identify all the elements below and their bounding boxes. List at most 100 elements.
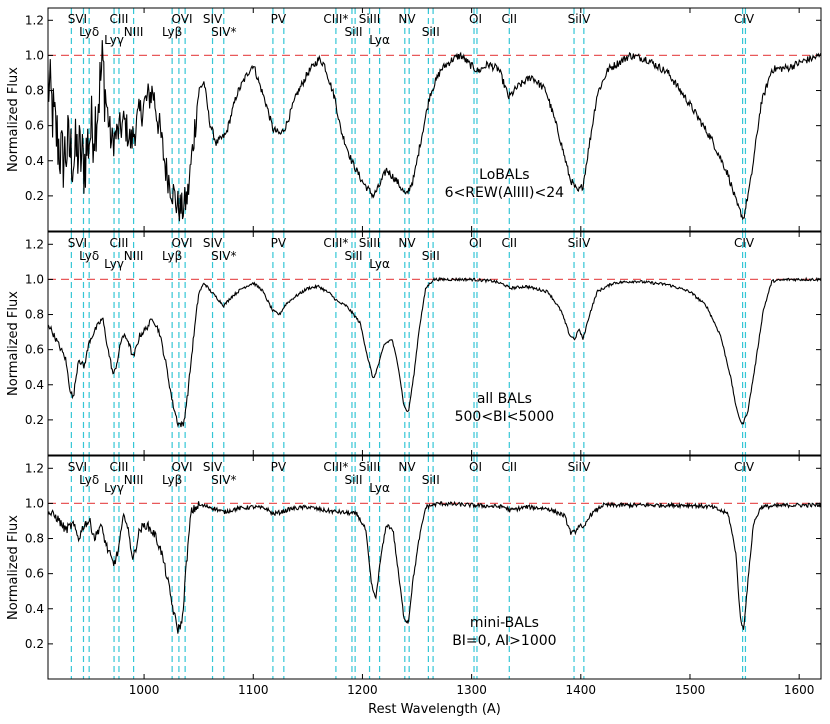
line-label: CII bbox=[502, 460, 517, 474]
x-axis-title: Rest Wavelength (A) bbox=[368, 702, 501, 717]
line-label: SiII bbox=[345, 249, 363, 263]
line-label: Lyδ bbox=[79, 25, 99, 39]
plot-frame bbox=[47, 455, 822, 680]
line-label: PV bbox=[271, 236, 287, 250]
line-label: CIII* bbox=[323, 460, 348, 474]
x-tick-label: 1500 bbox=[675, 683, 706, 697]
line-label: CII bbox=[502, 12, 517, 26]
line-label: PV bbox=[271, 460, 287, 474]
line-label: Lyα bbox=[369, 481, 390, 495]
panel-label: mini-BALs bbox=[470, 615, 539, 631]
line-label: NV bbox=[398, 12, 416, 26]
line-label: Lyβ bbox=[162, 473, 182, 487]
panel-3: 0.2 0.4 0.6 0.8 1.0 1.2 1000 1100 1200 1300 1400 15… bbox=[6, 455, 822, 697]
line-label: SiIV bbox=[568, 12, 591, 26]
x-tick-label: 1200 bbox=[347, 683, 378, 697]
line-label: SiII bbox=[345, 25, 363, 39]
line-label: Lyγ bbox=[104, 33, 124, 47]
x-tick-label: 1600 bbox=[784, 683, 815, 697]
y-tick-label: 1.0 bbox=[25, 496, 44, 510]
spectrum-line bbox=[48, 500, 821, 634]
line-label: NIII bbox=[124, 25, 144, 39]
line-label: Lyγ bbox=[104, 481, 124, 495]
line-label: CIII bbox=[109, 460, 128, 474]
line-label: SiIII bbox=[359, 12, 381, 26]
line-label: SIV* bbox=[211, 473, 236, 487]
plot-frame bbox=[47, 231, 822, 456]
line-label: CIII* bbox=[323, 12, 348, 26]
line-label: CIV bbox=[734, 12, 755, 26]
line-label: CII bbox=[502, 236, 517, 250]
panel-label: all BALs bbox=[477, 391, 532, 407]
y-tick-label: 0.4 bbox=[25, 378, 44, 392]
line-label: Lyα bbox=[369, 33, 390, 47]
line-markers bbox=[70, 8, 747, 231]
line-label: Lyβ bbox=[162, 25, 182, 39]
line-label: OVI bbox=[172, 460, 193, 474]
line-label: OI bbox=[469, 236, 482, 250]
line-label: SIV* bbox=[211, 25, 236, 39]
line-label: CIII bbox=[109, 236, 128, 250]
line-markers bbox=[70, 456, 747, 679]
line-markers bbox=[70, 232, 747, 455]
x-tick-label: 1300 bbox=[456, 683, 487, 697]
y-tick-label: 0.6 bbox=[25, 567, 44, 581]
line-label: SiIII bbox=[359, 460, 381, 474]
line-label: CIII bbox=[109, 12, 128, 26]
line-label: Lyβ bbox=[162, 249, 182, 263]
y-tick-label: 1.0 bbox=[25, 48, 44, 62]
panel-sublabel: 6<REW(AlIII)<24 bbox=[445, 185, 564, 201]
y-axis-title: Normalized Flux bbox=[6, 67, 21, 172]
x-tick-label: 1100 bbox=[238, 683, 269, 697]
plot-frame bbox=[47, 7, 822, 232]
line-label: SiIV bbox=[568, 236, 591, 250]
x-tick-label: 1400 bbox=[566, 683, 597, 697]
line-label: NIII bbox=[124, 249, 144, 263]
spectrum-line bbox=[48, 276, 821, 428]
line-label: CIV bbox=[734, 236, 755, 250]
line-label: NV bbox=[398, 460, 416, 474]
panel-sublabel: BI=0, AI>1000 bbox=[452, 633, 556, 649]
line-label: CIV bbox=[734, 460, 755, 474]
line-label: SiIV bbox=[568, 460, 591, 474]
x-tick-label: 1000 bbox=[129, 683, 160, 697]
y-tick-label: 0.8 bbox=[25, 308, 44, 322]
line-label: PV bbox=[271, 12, 287, 26]
y-tick-label: 1.2 bbox=[25, 461, 44, 475]
y-tick-label: 1.2 bbox=[25, 13, 44, 27]
panel-label: LoBALs bbox=[479, 167, 529, 183]
line-label: SVI bbox=[68, 236, 87, 250]
line-label: OVI bbox=[172, 236, 193, 250]
line-label: SiII bbox=[422, 249, 440, 263]
line-label: OI bbox=[469, 12, 482, 26]
line-label: SIV bbox=[203, 236, 223, 250]
y-tick-label: 1.0 bbox=[25, 272, 44, 286]
y-tick-label: 0.8 bbox=[25, 84, 44, 98]
y-tick-label: 0.6 bbox=[25, 343, 44, 357]
panel-sublabel: 500<BI<5000 bbox=[455, 409, 555, 425]
y-tick-label: 0.2 bbox=[25, 637, 44, 651]
y-tick-label: 0.8 bbox=[25, 532, 44, 546]
spectrum-line bbox=[48, 40, 821, 222]
line-label: SIV* bbox=[211, 249, 236, 263]
line-label: NIII bbox=[124, 473, 144, 487]
line-label: Lyγ bbox=[104, 257, 124, 271]
y-tick-label: 0.2 bbox=[25, 413, 44, 427]
line-label: OI bbox=[469, 460, 482, 474]
y-tick-label: 0.4 bbox=[25, 602, 44, 616]
line-label: Lyδ bbox=[79, 473, 99, 487]
line-label: SiII bbox=[345, 473, 363, 487]
line-label: SVI bbox=[68, 12, 87, 26]
line-label: Lyα bbox=[369, 257, 390, 271]
line-label: SiIII bbox=[359, 236, 381, 250]
line-label: SIV bbox=[203, 460, 223, 474]
line-label: OVI bbox=[172, 12, 193, 26]
line-label: SiII bbox=[422, 25, 440, 39]
line-label: NV bbox=[398, 236, 416, 250]
line-label: Lyδ bbox=[79, 249, 99, 263]
line-label: CIII* bbox=[323, 236, 348, 250]
y-tick-label: 0.6 bbox=[25, 119, 44, 133]
